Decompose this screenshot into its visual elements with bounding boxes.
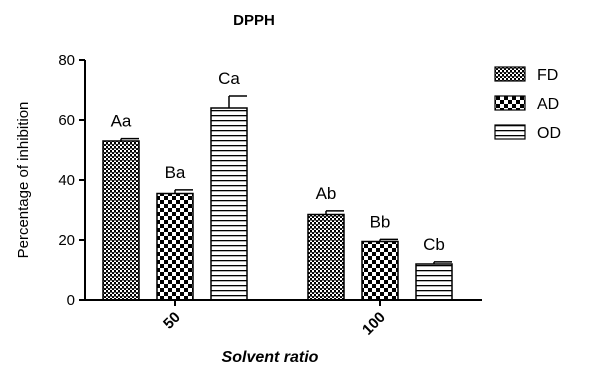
y-tick-label: 20: [58, 232, 75, 249]
x-tick-label: 50: [160, 309, 184, 333]
y-tick-label: 0: [67, 292, 75, 309]
legend-swatch-fd: [494, 66, 526, 82]
chart-title: DPPH: [233, 12, 275, 29]
legend-swatch-ad: [494, 95, 526, 111]
y-tick-label: 60: [58, 112, 75, 129]
data-label: Ab: [316, 184, 337, 203]
bar-od-100: [415, 263, 453, 301]
bar-od-50: [210, 107, 248, 301]
data-label: Cb: [423, 235, 445, 254]
data-label: Ba: [165, 163, 186, 182]
legend-label-ad: AD: [537, 96, 559, 113]
legend-swatch-od: [494, 124, 526, 140]
x-axis-label: Solvent ratio: [222, 349, 319, 366]
legend-label-od: OD: [537, 125, 561, 142]
x-tick-label: 100: [359, 309, 389, 339]
data-label: Bb: [370, 212, 391, 231]
legend-label-fd: FD: [537, 67, 558, 84]
y-axis-label: Percentage of inhibition: [15, 102, 32, 259]
y-tick-label: 40: [58, 172, 75, 189]
x-axis-ticks: 50 100: [160, 300, 389, 339]
data-label: Ca: [218, 69, 240, 88]
y-tick-label: 80: [58, 52, 75, 69]
bar-fd-100: [307, 213, 345, 301]
bar-fd-50: [102, 140, 140, 301]
bar-ad-100: [361, 240, 399, 301]
y-axis-ticks: 0 20 40 60 80: [58, 52, 85, 309]
bar-ad-50: [156, 192, 194, 301]
plot-area: Aa Ba Ca Ab Bb Cb: [102, 69, 453, 301]
data-label: Aa: [111, 112, 132, 131]
legend: FD AD OD: [494, 66, 561, 142]
